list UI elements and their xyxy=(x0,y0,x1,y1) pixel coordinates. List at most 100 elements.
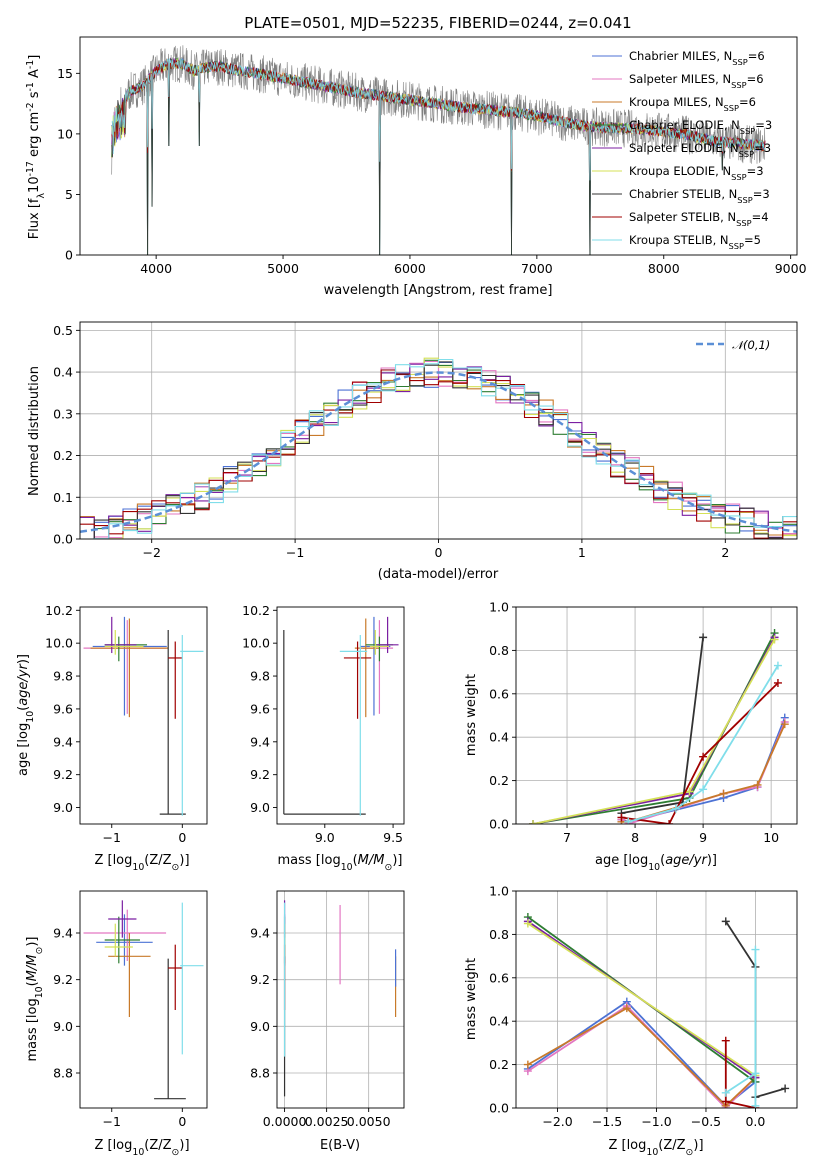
mass-vs-ebv-plot-area xyxy=(283,900,397,1097)
mass-weight-vs-age-panel: age [log10​(age/yr)] mass weight 7 8 9 10 0.… xyxy=(464,600,798,873)
spectrum-xtick-label-0: 4000 xyxy=(140,261,172,276)
spectrum-legend-label-4: Salpeter ELODIE, NSSP​=3 xyxy=(629,141,771,159)
age-vs-mass-ytick-label-6: 10.2 xyxy=(242,603,270,618)
spectrum-ylabel: Flux [fλ​10-17​ erg cm-2​ s-1​ A-1​] xyxy=(25,55,47,240)
mass-weight-vs-age-marker-5-1 xyxy=(685,787,694,796)
residual-histogram-ytick-label-4: 0.4 xyxy=(53,365,73,380)
residual-histogram-ytick-label-5: 0.5 xyxy=(53,323,73,338)
spectrum-frame xyxy=(79,36,798,256)
spectrum-legend-label-3: Chabrier ELODIE, NSSP​=3 xyxy=(629,118,772,136)
spectrum-legend-label-6: Chabrier STELIB, NSSP​=3 xyxy=(629,187,770,205)
mass-vs-z-panel: Z [log10​(Z/Z⊙​)] mass [log10​(M/M⊙​)] −… xyxy=(25,890,208,1158)
histogram-ylabel: Normed distribution xyxy=(27,366,42,496)
mass-weight-vs-z-marker-8-1 xyxy=(751,1069,760,1078)
mass-weight-vs-age-xtick-label-3: 10 xyxy=(763,830,779,845)
mass-weight-vs-age-ytick-label-1: 0.2 xyxy=(489,773,509,788)
age-vs-mass-xlabel: mass [log10​(M/M⊙​)] xyxy=(278,853,403,873)
age-vs-z-ytick-label-0: 9.0 xyxy=(53,800,73,815)
histogram-step-1 xyxy=(80,360,797,539)
age-vs-z-ytick-label-4: 9.8 xyxy=(53,669,73,684)
mass-weight-vs-age-marker-8-2 xyxy=(699,785,708,794)
mass-vs-z-plot-area xyxy=(83,900,204,1100)
mass-weight-vs-z-marker-2-1 xyxy=(622,1004,631,1013)
mass-weight-vs-age-xlabel: age [log10​(age/yr)] xyxy=(595,853,717,873)
mass-weight-vs-age-ytick-label-2: 0.4 xyxy=(489,730,509,745)
mass-vs-ebv-xtick-label-0: 0.0000 xyxy=(263,1114,307,1129)
age-vs-z-xtick-label-1: 0 xyxy=(178,830,186,845)
mass-vs-z-xtick-label-1: 0 xyxy=(178,1114,186,1129)
mass-vs-z-frame xyxy=(79,890,208,1109)
age-vs-mass-xtick-label-0: 9.0 xyxy=(315,830,335,845)
spectrum-xtick-label-4: 8000 xyxy=(648,261,680,276)
mass-weight-vs-age-marker-8-3 xyxy=(773,661,782,670)
mass-weight-vs-z-xtick-label-1: −1.5 xyxy=(592,1114,622,1129)
residual-histogram-frame xyxy=(79,321,798,540)
mass-weight-vs-z-marker-2-0 xyxy=(523,1060,532,1069)
mass-weight-vs-z-marker-6-3 xyxy=(781,1084,790,1093)
mass-weight-vs-age-xtick-label-2: 9 xyxy=(699,830,707,845)
mass-weight-vs-z-frame xyxy=(515,890,798,1109)
mass-weight-vs-age-ytick-label-5: 1.0 xyxy=(489,600,509,615)
mass-weight-vs-z-marker-8-0 xyxy=(721,1088,730,1097)
spectrum-legend-label-7: Salpeter STELIB, NSSP​=4 xyxy=(629,210,769,228)
age-vs-mass-ytick-label-3: 9.6 xyxy=(250,701,270,716)
mass-weight-vs-z-ytick-label-0: 0.0 xyxy=(489,1101,509,1116)
mass-weight-vs-z-marker-7-0 xyxy=(721,1036,730,1045)
spectrum-legend-label-1: Salpeter MILES, NSSP​=6 xyxy=(629,72,764,90)
spectrum-xlabel: wavelength [Angstrom, rest frame] xyxy=(324,283,553,298)
mass-vs-ebv-xtick-label-2: 0.0050 xyxy=(347,1114,391,1129)
residual-histogram-xtick-label-4: 2 xyxy=(721,545,729,560)
age-vs-z-ytick-label-1: 9.2 xyxy=(53,767,73,782)
mass-weight-vs-z-plot-area xyxy=(523,913,790,1108)
histogram-xlabel: (data-model)/error xyxy=(378,567,499,582)
mass-weight-vs-age-ylabel: mass weight xyxy=(464,674,479,756)
mass-vs-z-ytick-label-0: 8.8 xyxy=(53,1066,73,1081)
spectrum-xtick-label-5: 9000 xyxy=(775,261,807,276)
spectrum-model-line-8 xyxy=(111,58,766,181)
mass-weight-vs-age-series-8 xyxy=(628,665,779,823)
mass-weight-vs-age-series-3 xyxy=(532,632,776,824)
mass-vs-ebv-ytick-label-3: 9.4 xyxy=(250,926,270,941)
mass-weight-vs-age-marker-6-2 xyxy=(699,633,708,642)
mass-weight-vs-age-marker-5-0 xyxy=(529,820,538,824)
mass-vs-ebv-frame xyxy=(276,890,405,1109)
spectrum-panel: PLATE=0501, MJD=52235, FIBERID=0244, z=0… xyxy=(25,14,807,298)
mass-weight-vs-z-marker-8-2 xyxy=(751,945,760,954)
age-vs-z-ytick-label-2: 9.4 xyxy=(53,734,73,749)
mass-weight-vs-age-marker-2-2 xyxy=(719,789,728,798)
age-vs-mass-ytick-label-5: 10.0 xyxy=(242,636,270,651)
residual-histogram-ytick-label-3: 0.3 xyxy=(53,406,73,421)
spectrum-legend-label-8: Kroupa STELIB, NSSP​=5 xyxy=(629,233,761,251)
age-vs-mass-ytick-label-1: 9.2 xyxy=(250,767,270,782)
spectrum-xtick-label-3: 7000 xyxy=(521,261,553,276)
spectrum-ytick-label-1: 5 xyxy=(65,187,73,202)
age-vs-z-panel: Z [log10​(Z/Z⊙​)] age [log10​(age/yr)] −… xyxy=(16,603,208,873)
residual-histogram-xtick-label-0: −2 xyxy=(142,545,160,560)
mass-vs-z-ytick-label-3: 9.4 xyxy=(53,926,73,941)
spectrum-xtick-label-1: 5000 xyxy=(267,261,299,276)
age-vs-mass-panel: mass [log10​(M/M⊙​)] 9.0 9.5 9.0 9.2 9.4 9.6 9… xyxy=(242,603,405,873)
mass-weight-vs-age-marker-5-2 xyxy=(770,635,779,644)
mass-vs-ebv-ytick-label-0: 8.8 xyxy=(250,1066,270,1081)
mass-weight-vs-z-series-2 xyxy=(527,1007,757,1108)
histogram-panel: (data-model)/error Normed distribution −… xyxy=(27,321,798,582)
spectrum-legend-label-5: Kroupa ELODIE, NSSP​=3 xyxy=(629,164,764,182)
mass-weight-vs-z-series-8 xyxy=(725,949,757,1106)
age-vs-z-xlabel: Z [log10​(Z/Z⊙​)] xyxy=(94,853,189,873)
spectrum-legend-label-2: Kroupa MILES, NSSP​=6 xyxy=(629,95,756,113)
residual-histogram-plot-area xyxy=(80,357,797,539)
histogram-step-7 xyxy=(80,369,797,539)
age-vs-mass-plot-area xyxy=(283,616,399,816)
age-vs-z-ytick-label-5: 10.0 xyxy=(45,636,73,651)
mass-weight-vs-age-marker-2-4 xyxy=(780,720,789,729)
spectrum-ytick-label-2: 10 xyxy=(57,126,73,141)
mass-vs-ebv-ytick-label-1: 9.0 xyxy=(250,1019,270,1034)
age-vs-mass-ytick-label-0: 9.0 xyxy=(250,800,270,815)
mass-weight-vs-age-frame xyxy=(515,606,798,825)
age-vs-z-plot-area xyxy=(83,616,204,816)
age-vs-z-xtick-label-0: −1 xyxy=(103,830,121,845)
mass-weight-vs-z-xtick-label-0: −2.0 xyxy=(542,1114,572,1129)
mass-weight-vs-z-ytick-label-4: 0.8 xyxy=(489,927,509,942)
age-vs-mass-xtick-label-1: 9.5 xyxy=(383,830,403,845)
